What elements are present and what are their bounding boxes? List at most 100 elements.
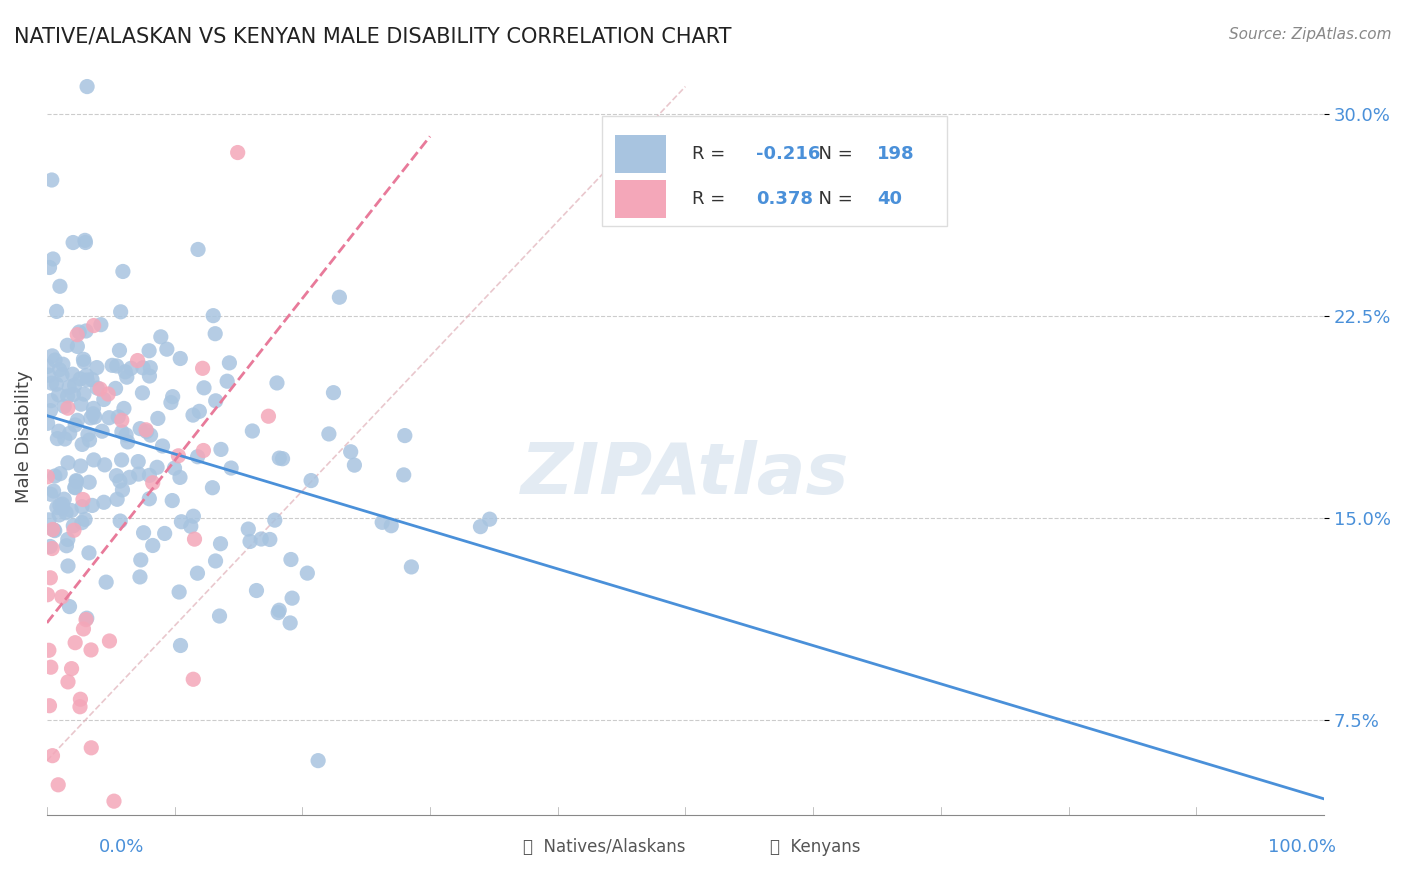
Natives/Alaskans — [297, 566, 319, 581]
Text: R =: R = — [692, 145, 731, 163]
Natives/Alaskans — [70, 437, 93, 451]
Natives/Alaskans — [77, 546, 100, 560]
Kenyans — [98, 634, 121, 648]
Natives/Alaskans — [82, 407, 104, 421]
Natives/Alaskans — [267, 606, 290, 620]
Natives/Alaskans — [204, 554, 226, 568]
Natives/Alaskans — [112, 401, 135, 416]
Kenyans — [142, 475, 165, 490]
Natives/Alaskans — [380, 518, 402, 533]
Kenyans — [167, 449, 190, 463]
Natives/Alaskans — [37, 417, 59, 431]
Natives/Alaskans — [77, 475, 100, 490]
Natives/Alaskans — [42, 484, 65, 499]
Natives/Alaskans — [204, 326, 226, 341]
Kenyans — [127, 353, 149, 368]
Natives/Alaskans — [142, 539, 165, 553]
Text: ⬜  Natives/Alaskans: ⬜ Natives/Alaskans — [523, 838, 686, 855]
Kenyans — [63, 523, 86, 537]
Kenyans — [56, 674, 79, 689]
Natives/Alaskans — [371, 516, 394, 530]
Natives/Alaskans — [208, 609, 231, 624]
Natives/Alaskans — [65, 475, 87, 489]
Natives/Alaskans — [63, 378, 86, 392]
Natives/Alaskans — [280, 552, 302, 566]
Kenyans — [181, 673, 204, 687]
Natives/Alaskans — [46, 432, 69, 446]
Text: NATIVE/ALASKAN VS KENYAN MALE DISABILITY CORRELATION CHART: NATIVE/ALASKAN VS KENYAN MALE DISABILITY… — [14, 27, 731, 46]
Natives/Alaskans — [41, 376, 63, 391]
Natives/Alaskans — [70, 500, 93, 514]
Kenyans — [80, 740, 103, 755]
Natives/Alaskans — [187, 450, 209, 464]
Natives/Alaskans — [55, 539, 77, 553]
Natives/Alaskans — [180, 519, 202, 533]
Text: N =: N = — [807, 190, 858, 208]
Natives/Alaskans — [160, 395, 183, 409]
Natives/Alaskans — [169, 351, 191, 366]
Natives/Alaskans — [42, 523, 65, 537]
Natives/Alaskans — [105, 359, 128, 373]
Natives/Alaskans — [63, 481, 86, 495]
Natives/Alaskans — [187, 243, 209, 257]
Natives/Alaskans — [44, 469, 66, 483]
Text: 0.0%: 0.0% — [98, 838, 143, 855]
Natives/Alaskans — [111, 425, 134, 439]
Kenyans — [83, 318, 105, 333]
Natives/Alaskans — [59, 426, 82, 441]
Natives/Alaskans — [193, 381, 215, 395]
Natives/Alaskans — [138, 491, 160, 506]
Natives/Alaskans — [129, 570, 152, 584]
Natives/Alaskans — [269, 451, 291, 466]
Natives/Alaskans — [238, 522, 260, 536]
Natives/Alaskans — [52, 357, 75, 371]
Natives/Alaskans — [117, 434, 139, 449]
Natives/Alaskans — [86, 381, 108, 395]
Text: 40: 40 — [877, 190, 901, 208]
Natives/Alaskans — [76, 79, 98, 94]
Kenyans — [51, 590, 73, 604]
Natives/Alaskans — [120, 361, 142, 376]
Natives/Alaskans — [204, 393, 226, 408]
Natives/Alaskans — [129, 553, 152, 567]
Natives/Alaskans — [101, 359, 124, 373]
Natives/Alaskans — [37, 359, 59, 374]
Natives/Alaskans — [118, 470, 141, 484]
Natives/Alaskans — [38, 368, 60, 383]
Natives/Alaskans — [48, 362, 70, 376]
Natives/Alaskans — [63, 480, 86, 494]
Natives/Alaskans — [110, 453, 132, 467]
Natives/Alaskans — [239, 534, 262, 549]
Kenyans — [103, 794, 125, 808]
Natives/Alaskans — [245, 583, 267, 598]
Natives/Alaskans — [79, 433, 101, 447]
Natives/Alaskans — [56, 559, 79, 574]
Text: ⬜  Kenyans: ⬜ Kenyans — [770, 838, 860, 855]
Natives/Alaskans — [167, 585, 190, 599]
Natives/Alaskans — [183, 509, 205, 524]
Natives/Alaskans — [69, 458, 91, 473]
Natives/Alaskans — [62, 518, 84, 533]
Natives/Alaskans — [51, 497, 73, 511]
Natives/Alaskans — [73, 512, 96, 526]
Natives/Alaskans — [138, 369, 160, 384]
Natives/Alaskans — [271, 451, 294, 466]
Natives/Alaskans — [108, 474, 131, 488]
Natives/Alaskans — [128, 467, 150, 481]
Natives/Alaskans — [48, 388, 70, 402]
Natives/Alaskans — [217, 374, 239, 388]
Text: 0.378: 0.378 — [755, 190, 813, 208]
Kenyans — [41, 748, 63, 763]
Natives/Alaskans — [42, 252, 65, 266]
Natives/Alaskans — [392, 467, 415, 482]
Natives/Alaskans — [169, 639, 191, 653]
Natives/Alaskans — [60, 503, 83, 517]
Kenyans — [37, 470, 59, 484]
FancyBboxPatch shape — [616, 180, 666, 219]
Natives/Alaskans — [146, 411, 169, 425]
Kenyans — [41, 541, 63, 556]
Natives/Alaskans — [181, 408, 204, 422]
Natives/Alaskans — [75, 324, 97, 338]
Natives/Alaskans — [73, 387, 96, 401]
Natives/Alaskans — [73, 233, 96, 247]
